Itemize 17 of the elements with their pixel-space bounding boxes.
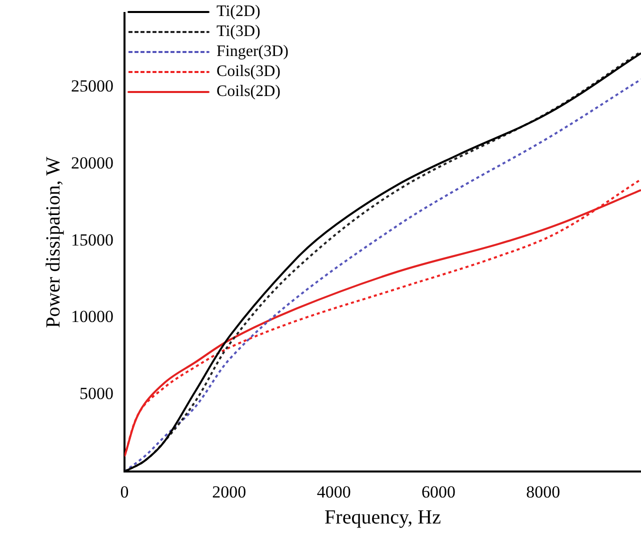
x-axis-title: Frequency, Hz [324, 506, 442, 528]
y-axis-title: Power dissipation, W [42, 156, 64, 328]
x-tick-label: 0 [120, 482, 129, 502]
legend-label: Ti(3D) [216, 23, 260, 40]
y-tick-label: 25000 [71, 76, 114, 96]
x-tick-label: 2000 [212, 482, 246, 502]
x-tick-label: 8000 [526, 482, 560, 502]
x-tick-label: 6000 [421, 482, 456, 502]
y-tick-label: 15000 [71, 230, 114, 250]
y-tick-label: 20000 [71, 153, 114, 172]
legend-label: Coils(2D) [216, 83, 280, 100]
legend-label: Finger(3D) [216, 43, 288, 60]
legend-label: Coils(3D) [216, 63, 280, 80]
legend-label: Ti(2D) [216, 3, 260, 20]
x-tick-label: 4000 [316, 482, 351, 502]
y-tick-label: 5000 [80, 384, 114, 404]
y-tick-label: 10000 [71, 307, 114, 326]
